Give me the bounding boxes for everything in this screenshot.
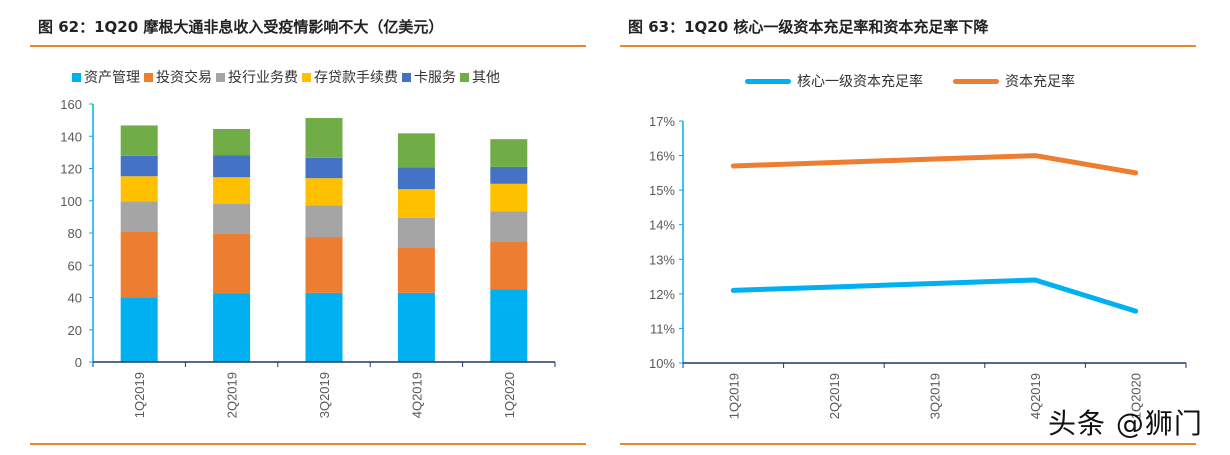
chart-title-left: 图 62：1Q20 摩根大通非息收入受疫情影响不大（亿美元） — [38, 18, 444, 36]
y-tick-label: 80 — [68, 226, 82, 241]
y-tick-label: 140 — [60, 129, 82, 144]
legend-item: 其他 — [460, 67, 500, 87]
bar-segment — [213, 233, 251, 294]
bar-segment — [397, 167, 435, 190]
bar-segment — [490, 166, 528, 184]
y-tick-label: 160 — [60, 97, 82, 112]
x-tick-label: 3Q2019 — [928, 373, 943, 419]
legend-left: 资产管理 投资交易 投行业务费 存贷款手续费 卡服务 其他 — [72, 67, 504, 87]
bar-segment — [213, 293, 251, 362]
x-tick-label: 2Q2019 — [225, 372, 240, 418]
chart-title-right: 图 63：1Q20 核心一级资本充足率和资本充足率下降 — [628, 18, 989, 36]
y-tick-label: 0 — [75, 355, 82, 370]
legend-swatch — [460, 72, 469, 82]
legend-item: 资本充足率 — [953, 71, 1075, 91]
title-divider-right — [620, 45, 1196, 47]
bar-segment — [490, 241, 528, 290]
legend-item: 核心一级资本充足率 — [745, 71, 923, 91]
bar-segment — [213, 177, 251, 204]
legend-label: 投资交易 — [156, 70, 212, 86]
legend-label: 存贷款手续费 — [314, 70, 398, 86]
legend-item: 投资交易 — [144, 67, 212, 87]
bar-segment — [213, 203, 251, 234]
bar-segment — [397, 218, 435, 248]
legend-item: 投行业务费 — [216, 67, 298, 87]
legend-label: 资本充足率 — [1005, 74, 1075, 90]
y-tick-label: 15% — [649, 183, 675, 198]
legend-swatch — [72, 72, 81, 82]
y-tick-label: 20 — [68, 323, 82, 338]
y-tick-label: 14% — [649, 218, 675, 233]
x-tick-label: 1Q2020 — [1129, 373, 1144, 419]
y-tick-label: 11% — [650, 321, 675, 336]
bar-segment — [120, 125, 158, 156]
legend-swatch — [302, 72, 311, 82]
legend-item: 资产管理 — [72, 67, 140, 87]
legend-swatch — [953, 78, 999, 84]
series-line — [730, 153, 1139, 176]
legend-swatch — [745, 78, 791, 84]
bar-segment — [120, 155, 158, 177]
x-tick-label: 4Q2019 — [409, 372, 424, 418]
legend-swatch — [402, 72, 411, 82]
x-tick-label: 3Q2019 — [317, 372, 332, 418]
bar-segment — [213, 155, 251, 178]
bar-segment — [490, 211, 528, 242]
legend-swatch — [216, 72, 225, 82]
bar-segment — [397, 292, 435, 362]
x-tick-label: 2Q2019 — [827, 373, 842, 419]
y-tick-label: 60 — [68, 258, 82, 273]
y-tick-label: 16% — [649, 149, 675, 164]
bar-segment — [213, 128, 251, 156]
title-divider-left — [30, 45, 586, 47]
bar-segment — [120, 201, 158, 232]
bar-segment — [397, 189, 435, 219]
legend-swatch — [144, 72, 153, 82]
legend-item: 存贷款手续费 — [302, 67, 398, 87]
bar-segment — [397, 133, 435, 168]
x-tick-label: 1Q2020 — [502, 372, 517, 418]
bar-segment — [490, 139, 528, 167]
x-tick-label: 1Q2019 — [726, 373, 741, 419]
legend-label: 投行业务费 — [228, 70, 298, 86]
bar-segment — [305, 178, 343, 206]
bar-segment — [305, 118, 343, 158]
legend-item: 卡服务 — [402, 67, 456, 87]
bottom-divider-left — [30, 443, 586, 445]
y-tick-label: 10% — [649, 356, 675, 371]
bar-segment — [120, 231, 158, 298]
y-tick-label: 12% — [649, 287, 675, 302]
bar-segment — [120, 176, 158, 202]
y-tick-label: 120 — [60, 162, 82, 177]
legend-label: 卡服务 — [414, 70, 456, 86]
bar-segment — [305, 157, 343, 179]
y-tick-label: 17% — [649, 114, 675, 129]
bar-segment — [490, 183, 528, 212]
legend-label: 核心一级资本充足率 — [797, 74, 923, 90]
bar-segment — [490, 289, 528, 362]
x-tick-label: 4Q2019 — [1028, 373, 1043, 419]
bar-segment — [305, 237, 343, 293]
legend-right: 核心一级资本充足率 资本充足率 — [745, 71, 1105, 91]
y-tick-label: 100 — [60, 194, 82, 209]
bar-segment — [305, 292, 343, 362]
legend-label: 其他 — [472, 70, 500, 86]
y-tick-label: 13% — [649, 252, 675, 267]
bar-segment — [305, 205, 343, 238]
x-tick-label: 1Q2019 — [132, 372, 147, 418]
series-line — [730, 277, 1139, 314]
bar-segment — [397, 247, 435, 293]
bottom-divider-right — [620, 443, 1196, 445]
watermark: 头条 @狮门 — [1048, 407, 1203, 440]
legend-label: 资产管理 — [84, 70, 140, 86]
y-tick-label: 40 — [68, 291, 82, 306]
bar-segment — [120, 297, 158, 362]
